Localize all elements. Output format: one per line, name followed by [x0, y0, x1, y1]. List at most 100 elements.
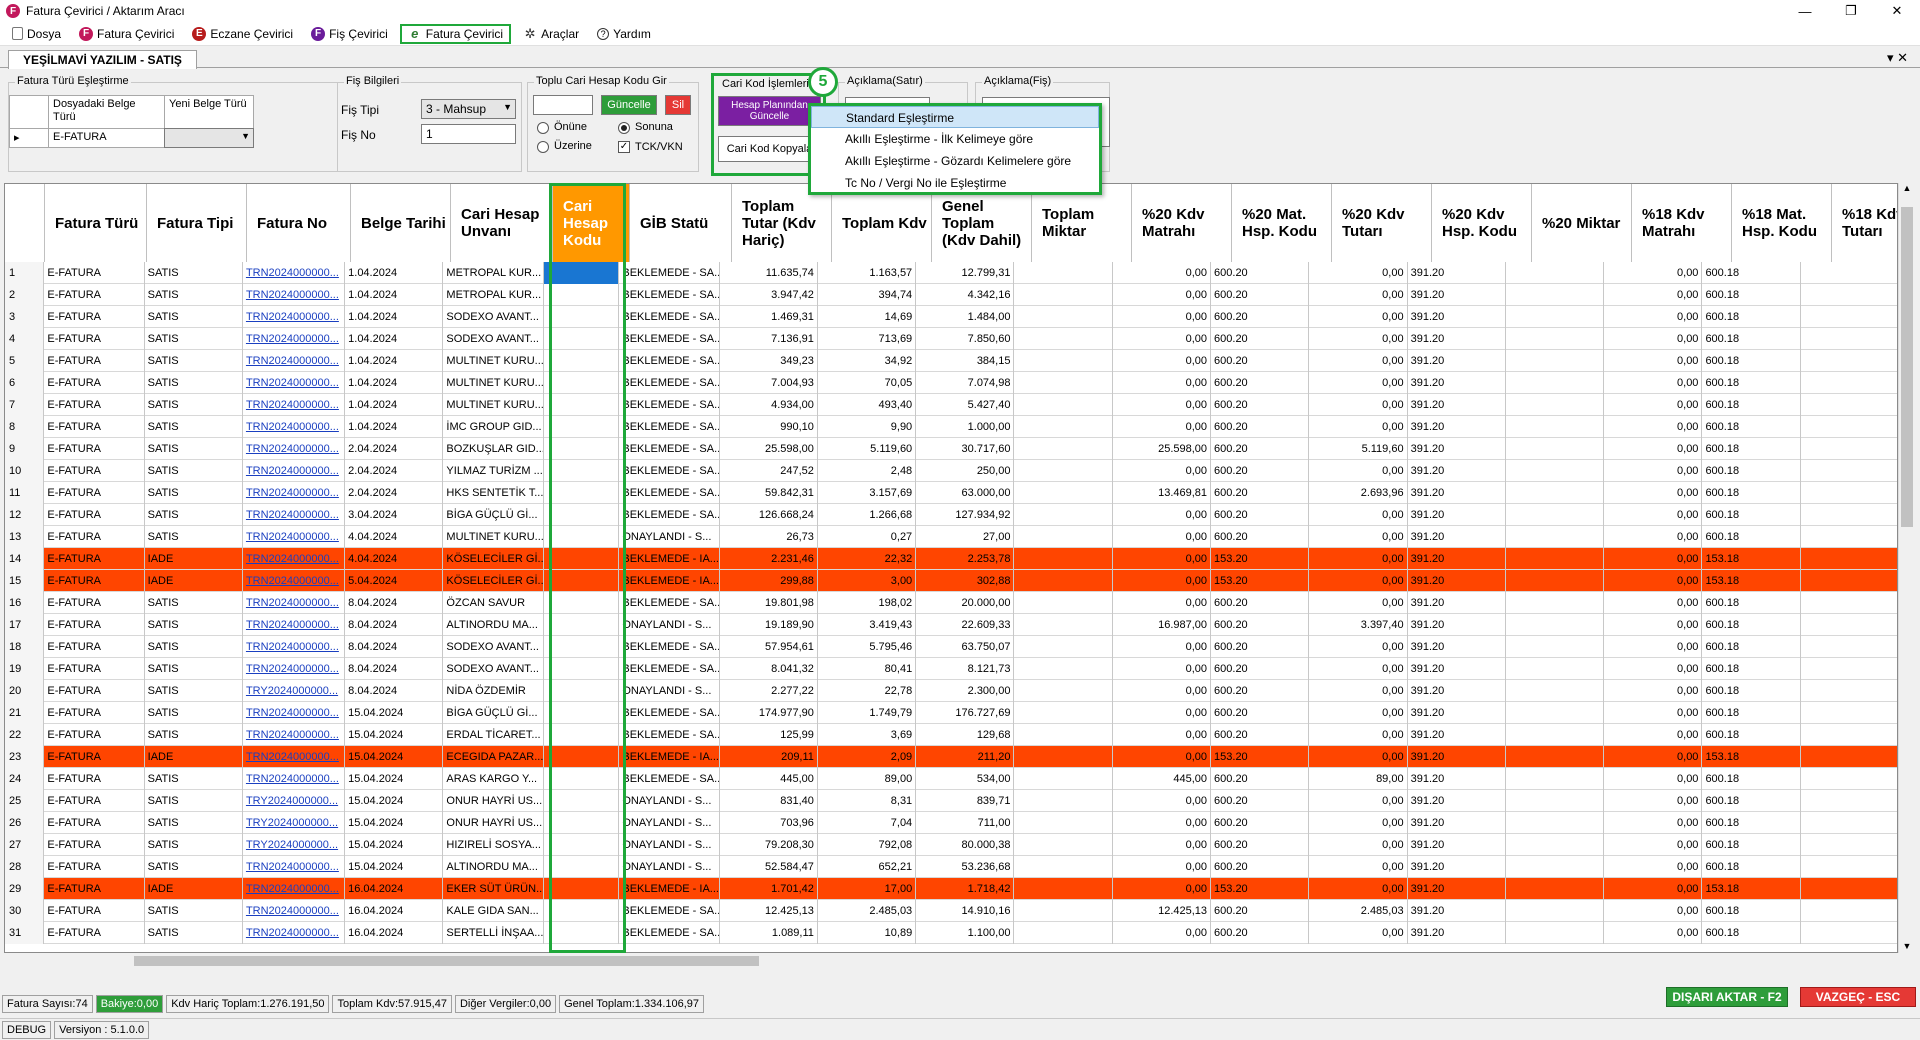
cell-unvan[interactable]: HKS SENTETİK T... [443, 482, 544, 504]
cell-empty[interactable] [1506, 790, 1605, 812]
column-header[interactable]: Cari Hesap Kodu [553, 184, 630, 262]
cell-empty[interactable] [1506, 262, 1605, 284]
cell-empty[interactable] [1801, 900, 1897, 922]
table-row[interactable]: 3 E-FATURA SATIS TRN2024000000... 1.04.2024 S… [5, 306, 1897, 328]
scroll-thumb[interactable] [134, 956, 759, 966]
cell-t20[interactable]: 0,00 [1309, 790, 1408, 812]
cell-empty[interactable] [1506, 504, 1605, 526]
cell-tutar[interactable]: 174.977,90 [720, 702, 818, 724]
cell-no[interactable]: TRN2024000000... [243, 548, 346, 570]
cell-no[interactable]: TRY2024000000... [243, 790, 346, 812]
cell-empty[interactable] [1014, 834, 1113, 856]
cell-tur[interactable]: E-FATURA [44, 680, 145, 702]
cell-unvan[interactable]: SERTELLİ İNŞAA... [443, 922, 544, 944]
cell-mk18[interactable]: 600.18 [1702, 614, 1801, 636]
cell-empty[interactable] [544, 790, 620, 812]
cell-tarih[interactable]: 4.04.2024 [345, 526, 444, 548]
cell-tur[interactable]: E-FATURA [44, 394, 145, 416]
cell-empty[interactable] [1801, 680, 1897, 702]
cell-empty[interactable] [1014, 900, 1113, 922]
cell-kdv[interactable]: 1.749,79 [818, 702, 917, 724]
cell-m20[interactable]: 0,00 [1113, 460, 1212, 482]
cell-m18[interactable]: 0,00 [1604, 680, 1703, 702]
cell-empty[interactable] [544, 548, 620, 570]
cell-tip[interactable]: SATIS [145, 504, 243, 526]
cell-gib[interactable]: BEKLEMEDE - SA... [619, 636, 720, 658]
table-row[interactable]: 1 E-FATURA SATIS TRN2024000000... 1.04.2024 M… [5, 262, 1897, 284]
cell-tk20[interactable]: 391.20 [1408, 284, 1506, 306]
table-row[interactable]: 28 E-FATURA SATIS TRN2024000000... 15.04.202… [5, 856, 1897, 878]
cell-mk20[interactable]: 600.20 [1211, 702, 1310, 724]
cell-unvan[interactable]: İMC GROUP GID... [443, 416, 544, 438]
table-row[interactable]: 30 E-FATURA SATIS TRN2024000000... 16.04.202… [5, 900, 1897, 922]
cell-gib[interactable]: ONAYLANDI - S... [619, 614, 720, 636]
cell-empty[interactable] [1801, 350, 1897, 372]
cell-tip[interactable]: SATIS [145, 680, 243, 702]
cell-empty[interactable] [544, 526, 620, 548]
table-row[interactable]: 13 E-FATURA SATIS TRN2024000000... 4.04.2024… [5, 526, 1897, 548]
cell-empty[interactable] [1801, 614, 1897, 636]
cell-tip[interactable]: SATIS [145, 812, 243, 834]
cell-m18[interactable]: 0,00 [1604, 724, 1703, 746]
cell-kdv[interactable]: 22,78 [818, 680, 917, 702]
cell-no[interactable]: TRN2024000000... [243, 614, 346, 636]
cell-m20[interactable]: 0,00 [1113, 350, 1212, 372]
cell-tutar[interactable]: 52.584,47 [720, 856, 818, 878]
cell-kdv[interactable]: 9,90 [818, 416, 917, 438]
cell-t20[interactable]: 0,00 [1309, 328, 1408, 350]
cell-genel[interactable]: 7.850,60 [916, 328, 1015, 350]
cell-unvan[interactable]: ÖZCAN SAVUR [443, 592, 544, 614]
cell-empty[interactable] [1801, 284, 1897, 306]
cell-tur[interactable]: E-FATURA [44, 460, 145, 482]
table-row[interactable]: 11 E-FATURA SATIS TRN2024000000... 2.04.2024… [5, 482, 1897, 504]
cell-genel[interactable]: 27,00 [916, 526, 1015, 548]
tck-checkbox[interactable]: ✓ [618, 141, 630, 153]
cell-tur[interactable]: E-FATURA [44, 350, 145, 372]
menu-araclar[interactable]: ✲ Araçlar [517, 24, 585, 44]
cell-empty[interactable] [1014, 350, 1113, 372]
cell-tarih[interactable]: 2.04.2024 [345, 460, 444, 482]
cell-t20[interactable]: 0,00 [1309, 570, 1408, 592]
cell-empty[interactable] [1506, 680, 1605, 702]
cell-m18[interactable]: 0,00 [1604, 922, 1703, 944]
cell-genel[interactable]: 384,15 [916, 350, 1015, 372]
cell-m20[interactable]: 16.987,00 [1113, 614, 1212, 636]
cell-no[interactable]: TRN2024000000... [243, 350, 346, 372]
cell-m18[interactable]: 0,00 [1604, 856, 1703, 878]
cell-gib[interactable]: BEKLEMEDE - SA... [619, 372, 720, 394]
cell-empty[interactable] [544, 306, 620, 328]
column-header[interactable]: Fatura Tipi [147, 184, 247, 262]
cell-tutar[interactable]: 209,11 [720, 746, 818, 768]
cell-kdv[interactable]: 3.157,69 [818, 482, 917, 504]
cell-m18[interactable]: 0,00 [1604, 614, 1703, 636]
cell-tutar[interactable]: 4.934,00 [720, 394, 818, 416]
cell-tip[interactable]: SATIS [145, 790, 243, 812]
cell-mk20[interactable]: 600.20 [1211, 394, 1310, 416]
cell-kdv[interactable]: 493,40 [818, 394, 917, 416]
cell-tutar[interactable]: 445,00 [720, 768, 818, 790]
cell-genel[interactable]: 63.000,00 [916, 482, 1015, 504]
cell-t20[interactable]: 0,00 [1309, 394, 1408, 416]
table-row[interactable]: 18 E-FATURA SATIS TRN2024000000... 8.04.2024… [5, 636, 1897, 658]
cell-m20[interactable]: 0,00 [1113, 922, 1212, 944]
column-header[interactable]: Fatura Türü [45, 184, 147, 262]
cell-tarih[interactable]: 15.04.2024 [345, 812, 444, 834]
cell-unvan[interactable]: BİGA GÜÇLÜ Gİ... [443, 702, 544, 724]
cell-kdv[interactable]: 5.795,46 [818, 636, 917, 658]
column-header[interactable]: %18 Mat. Hsp. Kodu [1732, 184, 1832, 262]
hesap-planindan-guncelle-button[interactable]: Hesap Planından Güncelle [718, 96, 821, 126]
cell-tutar[interactable]: 349,23 [720, 350, 818, 372]
cell-tk20[interactable]: 391.20 [1408, 680, 1506, 702]
cell-empty[interactable] [544, 900, 620, 922]
cell-tk20[interactable]: 391.20 [1408, 570, 1506, 592]
cell-tur[interactable]: E-FATURA [44, 548, 145, 570]
cell-mk20[interactable]: 600.20 [1211, 284, 1310, 306]
cell-tip[interactable]: SATIS [145, 438, 243, 460]
cell-empty[interactable] [544, 746, 620, 768]
table-row[interactable]: 29 E-FATURA IADE TRN2024000000... 16.04.2024… [5, 878, 1897, 900]
cell-kdv[interactable]: 89,00 [818, 768, 917, 790]
table-row[interactable]: 20 E-FATURA SATIS TRY2024000000... 8.04.2024… [5, 680, 1897, 702]
cell-tip[interactable]: SATIS [145, 614, 243, 636]
cell-empty[interactable] [1506, 460, 1605, 482]
cell-t20[interactable]: 0,00 [1309, 702, 1408, 724]
